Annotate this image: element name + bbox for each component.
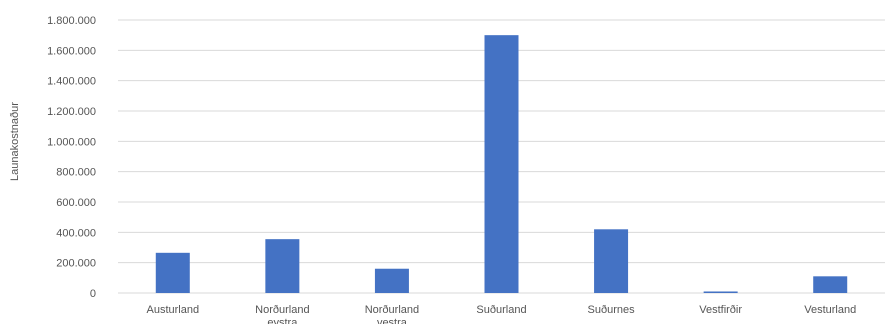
y-tick-label: 600.000 — [56, 197, 96, 209]
x-tick-label-line: Norðurland — [365, 304, 419, 316]
bar-0 — [155, 252, 190, 293]
y-tick-label: 1.200.000 — [47, 106, 96, 118]
x-tick-label: Norðurland eystra — [255, 304, 309, 324]
x-tick-label: Suðurland — [476, 304, 526, 316]
y-tick-label: 0 — [90, 288, 96, 300]
x-tick-label: Norðurland vestra — [365, 304, 419, 324]
x-tick-label-line: Suðurland — [476, 304, 526, 316]
x-tick-label-line: vestra — [377, 317, 408, 324]
x-tick-label: Vesturland — [804, 304, 856, 316]
y-tick-label: 1.400.000 — [47, 76, 96, 88]
y-tick-label: 800.000 — [56, 167, 96, 179]
y-tick-label: 1.800.000 — [47, 15, 96, 27]
bar-5 — [703, 291, 738, 293]
x-tick-label-line: Suðurnes — [588, 304, 636, 316]
bar-2 — [374, 268, 409, 293]
bar-1 — [265, 239, 300, 293]
y-tick-label: 1.000.000 — [47, 136, 96, 148]
y-tick-label: 400.000 — [56, 227, 96, 239]
x-tick-label-line: eystra — [267, 317, 298, 324]
x-tick-label: Vestfirðir — [699, 304, 742, 316]
bar-4 — [594, 229, 629, 293]
x-tick-label-line: Norðurland — [255, 304, 309, 316]
x-tick-label-line: Vestfirðir — [699, 304, 742, 316]
x-tick-label-line: Vesturland — [804, 304, 856, 316]
x-tick-label-line: Austurland — [146, 304, 199, 316]
bar-6 — [813, 276, 848, 293]
bar-3 — [484, 35, 519, 294]
y-tick-label: 200.000 — [56, 258, 96, 270]
x-tick-label: Austurland — [146, 304, 199, 316]
y-axis-label: Launakostnaður — [9, 102, 21, 181]
y-tick-label: 1.600.000 — [47, 45, 96, 57]
x-tick-label: Suðurnes — [588, 304, 636, 316]
